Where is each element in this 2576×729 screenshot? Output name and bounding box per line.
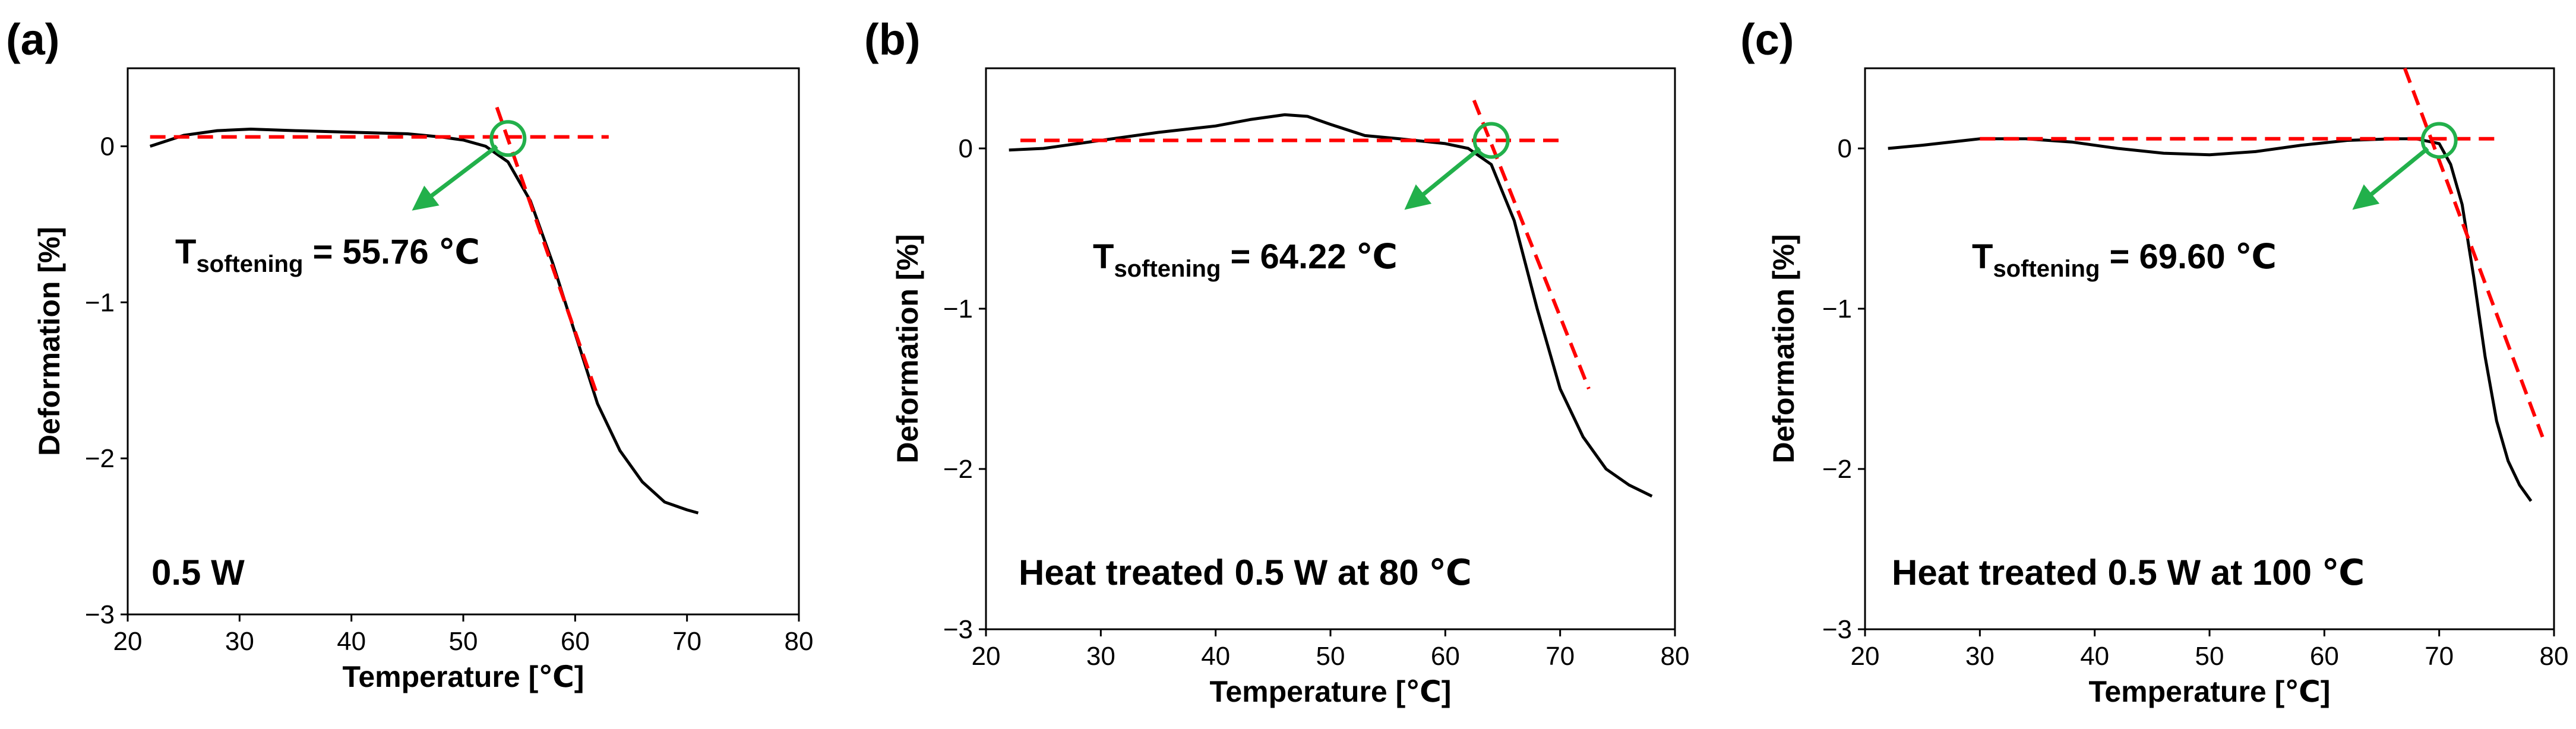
chart-panel-0: (a) 20 30 40 50 60 70 80 0 −1 −2 −3 Temperature [℃] D…: [6, 15, 813, 693]
condition-label: Heat treated 0.5 W at 80 ℃: [1019, 553, 1472, 592]
softening-annotation: Tsoftening = 64.22 ℃: [1093, 237, 1398, 282]
softening-symbol: T: [1093, 237, 1114, 276]
x-tick-label: 20: [1851, 642, 1880, 671]
x-tick-label: 40: [1201, 642, 1230, 671]
y-tick-label: −3: [85, 600, 115, 629]
softening-point-marker: [2420, 122, 2458, 159]
softening-annotation: Tsoftening = 55.76 ℃: [175, 233, 480, 277]
softening-annotation: Tsoftening = 69.60 ℃: [1972, 237, 2277, 282]
y-tick-label: 0: [1838, 134, 1852, 163]
panel-label: (a): [6, 15, 59, 64]
x-tick-label: 30: [225, 627, 254, 656]
x-tick-label: 60: [1431, 642, 1460, 671]
x-axis-title: Temperature [℃]: [2089, 675, 2331, 708]
x-tick-label: 70: [672, 627, 701, 656]
x-tick-label: 80: [1661, 642, 1690, 671]
y-tick-label: −2: [943, 455, 973, 484]
slope-fit-line: [2403, 67, 2545, 438]
y-tick-label: −1: [1822, 294, 1852, 324]
y-axis-title: Deformation [%]: [891, 234, 924, 463]
chart-panel-1: (b) 20 30 40 50 60 70 80 0 −1 −2 −3 Temperature [℃] D…: [864, 15, 1689, 708]
condition-label: 0.5 W: [151, 553, 245, 592]
chart-panel-2: (c) 20 30 40 50 60 70 80 0 −1 −2 −3 Temperature [℃] D…: [1740, 15, 2568, 708]
y-tick-label: −1: [85, 288, 115, 317]
panel-label: (c): [1740, 15, 1794, 64]
x-axis-title: Temperature [℃]: [343, 660, 584, 693]
deformation-curve: [1888, 137, 2533, 502]
x-tick-label: 80: [2540, 642, 2569, 671]
x-tick-label: 80: [785, 627, 814, 656]
softening-symbol: T: [175, 233, 196, 271]
y-tick-label: −2: [85, 444, 115, 473]
x-tick-label: 50: [1316, 642, 1345, 671]
x-tick-label: 30: [1086, 642, 1115, 671]
x-tick-label: 30: [1965, 642, 1995, 671]
y-axis-title: Deformation [%]: [1767, 234, 1800, 463]
panel-label: (b): [864, 15, 921, 64]
x-tick-label: 60: [2310, 642, 2339, 671]
plot-frame: [127, 67, 800, 616]
condition-label: Heat treated 0.5 W at 100 ℃: [1892, 553, 2365, 592]
softening-subscript: softening: [1993, 256, 2100, 282]
x-tick-label: 70: [1545, 642, 1575, 671]
x-tick-label: 60: [561, 627, 590, 656]
softening-arrow: [1404, 147, 1481, 210]
y-tick-label: 0: [959, 134, 973, 163]
y-tick-label: −3: [1822, 615, 1852, 644]
x-tick-label: 40: [337, 627, 366, 656]
y-tick-label: 0: [100, 132, 115, 161]
softening-subscript: softening: [196, 251, 303, 277]
x-tick-label: 50: [449, 627, 478, 656]
softening-subscript: softening: [1114, 256, 1221, 282]
y-axis-title: Deformation [%]: [33, 227, 66, 456]
softening-value: = 69.60 ℃: [2100, 237, 2277, 276]
x-tick-label: 20: [113, 627, 143, 656]
softening-symbol: T: [1972, 237, 1993, 276]
slope-fit-line: [1472, 99, 1591, 390]
softening-point-marker: [1472, 122, 1510, 159]
deformation-curve: [1009, 113, 1653, 498]
softening-point-marker: [489, 120, 527, 157]
deformation-curve: [149, 128, 699, 515]
x-axis-title: Temperature [℃]: [1210, 675, 1452, 708]
x-tick-label: 70: [2425, 642, 2454, 671]
softening-arrow: [412, 144, 498, 211]
x-tick-label: 40: [2080, 642, 2109, 671]
x-tick-label: 20: [972, 642, 1001, 671]
softening-value: = 64.22 ℃: [1221, 237, 1398, 276]
softening-value: = 55.76 ℃: [303, 233, 480, 271]
y-tick-label: −3: [943, 615, 973, 644]
y-tick-label: −1: [943, 294, 973, 324]
x-tick-label: 50: [2195, 642, 2224, 671]
y-tick-label: −2: [1822, 455, 1852, 484]
softening-arrow: [2352, 147, 2429, 210]
